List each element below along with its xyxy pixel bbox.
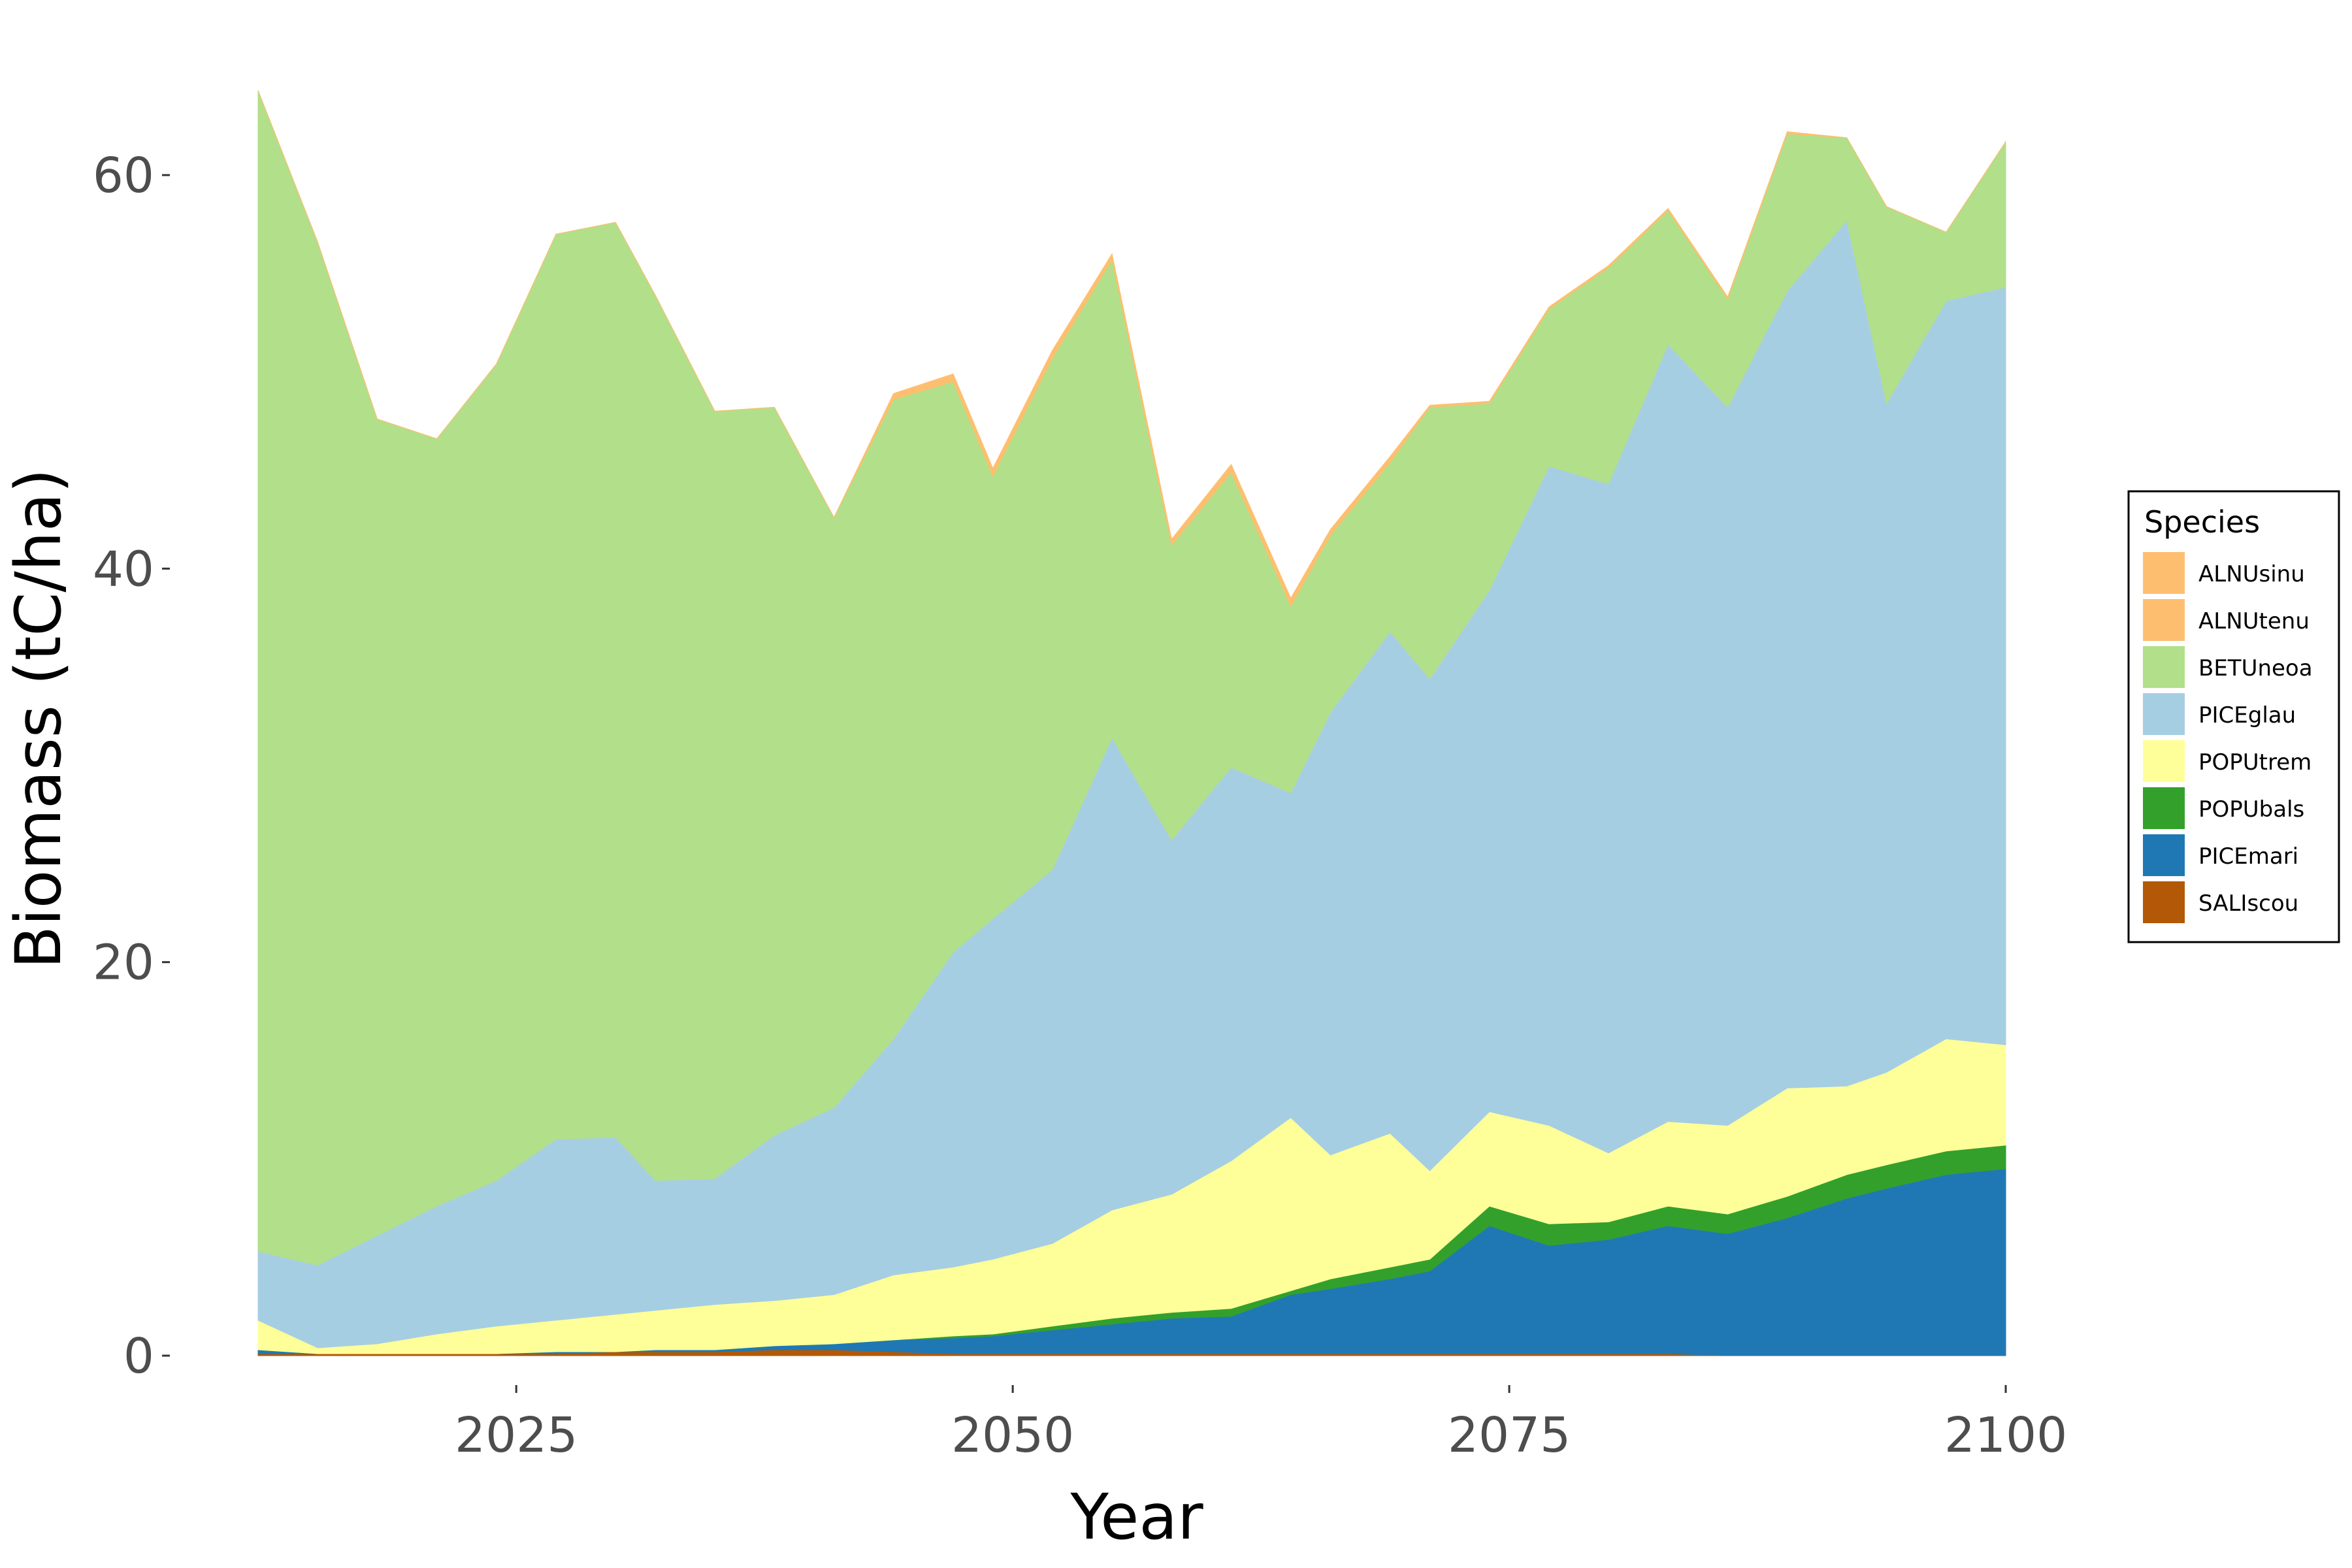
x-tick-label: 2075 bbox=[1448, 1407, 1571, 1463]
legend-label-popubals: POPUbals bbox=[2198, 796, 2304, 823]
y-tick-label: 0 bbox=[123, 1328, 154, 1384]
legend-items: ALNUsinu ALNUtenu BETUneoa PICEglau POPUtrem… bbox=[2143, 552, 2313, 923]
y-tick-label: 40 bbox=[93, 541, 154, 597]
legend-title: Species bbox=[2144, 504, 2260, 540]
legend-swatch-picemari bbox=[2143, 834, 2185, 876]
legend-label-betuneoa: BETUneoa bbox=[2198, 655, 2313, 681]
x-axis-title: Year bbox=[1070, 1480, 1203, 1554]
legend-swatch-betuneoa bbox=[2143, 646, 2185, 688]
legend-label-piceglau: PICEglau bbox=[2198, 702, 2296, 728]
legend-swatch-alnusinu bbox=[2143, 552, 2185, 594]
legend-label-poputrem: POPUtrem bbox=[2198, 749, 2311, 776]
area-alnusinu bbox=[257, 90, 2006, 601]
legend: Species ALNUsinu ALNUtenu BETUneoa PICEglau… bbox=[2127, 490, 2340, 943]
legend-swatch-alnutenu bbox=[2143, 599, 2185, 641]
legend-label-alnusinu: ALNUsinu bbox=[2198, 561, 2305, 587]
y-axis: 0 20 40 60 bbox=[93, 148, 170, 1384]
area-layers bbox=[257, 90, 2006, 1356]
legend-label-alnutenu: ALNUtenu bbox=[2198, 608, 2310, 634]
x-tick-label: 2050 bbox=[951, 1407, 1074, 1463]
x-axis: 2025 2050 2075 2100 bbox=[455, 1385, 2067, 1463]
legend-swatch-popubals bbox=[2143, 787, 2185, 829]
y-axis-title: Biomass (tC/ha) bbox=[2, 468, 75, 969]
legend-swatch-piceglau bbox=[2143, 693, 2185, 735]
legend-label-saliscou: SALIscou bbox=[2198, 890, 2298, 917]
legend-label-picemari: PICEmari bbox=[2198, 843, 2298, 870]
y-tick-label: 20 bbox=[93, 935, 154, 991]
legend-swatch-saliscou bbox=[2143, 881, 2185, 923]
y-tick-label: 60 bbox=[93, 148, 154, 204]
legend-swatch-poputrem bbox=[2143, 740, 2185, 782]
x-tick-label: 2025 bbox=[455, 1407, 578, 1463]
x-tick-label: 2100 bbox=[1944, 1407, 2067, 1463]
